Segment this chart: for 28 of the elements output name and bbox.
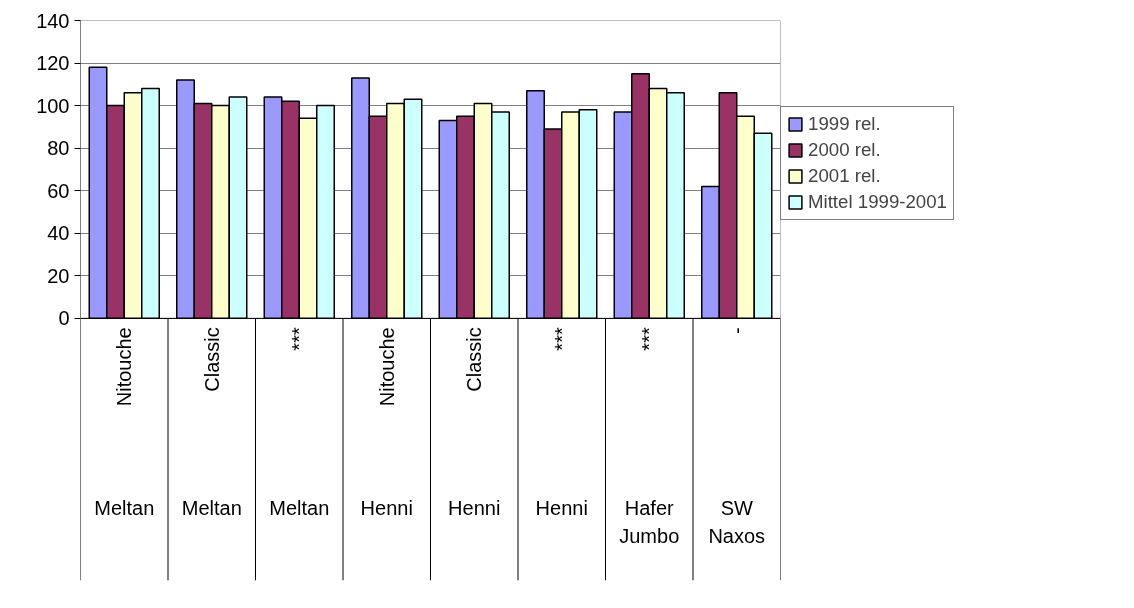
x-tick-label: ***	[550, 327, 573, 351]
y-tick-label: 140	[36, 9, 70, 32]
y-tick-label: 80	[47, 137, 70, 160]
text: SW Naxos	[708, 497, 766, 547]
x-tick-label: ***	[288, 327, 311, 351]
text: Hafer Jumbo	[619, 497, 680, 547]
text: Meltan	[94, 497, 155, 520]
text: Henni	[448, 497, 501, 520]
legend-label: 2000 rel.	[808, 139, 881, 161]
legend-label: Mittel 1999-2001	[808, 191, 947, 213]
legend-label: 2001 rel.	[808, 165, 881, 187]
text: Meltan	[181, 497, 242, 520]
x-tick-label: -	[725, 327, 748, 334]
x-tick-label: Nitouche	[113, 327, 136, 407]
y-tick-label: 100	[36, 94, 70, 117]
y-tick-label: 20	[47, 264, 70, 287]
legend-label: 1999 rel.	[808, 113, 881, 135]
y-tick-label: 40	[47, 222, 70, 245]
x-tick-label: Nitouche	[375, 327, 398, 407]
x-tick-label: Classic	[463, 327, 486, 392]
y-tick-label: 0	[58, 307, 70, 330]
text: Meltan	[269, 497, 330, 520]
x-tick-label: Classic	[200, 327, 223, 392]
text: Henni	[535, 497, 588, 520]
text: Henni	[360, 497, 413, 520]
y-tick-label: 60	[47, 179, 70, 202]
x-tick-label: ***	[638, 327, 661, 351]
y-tick-label: 120	[36, 52, 70, 75]
